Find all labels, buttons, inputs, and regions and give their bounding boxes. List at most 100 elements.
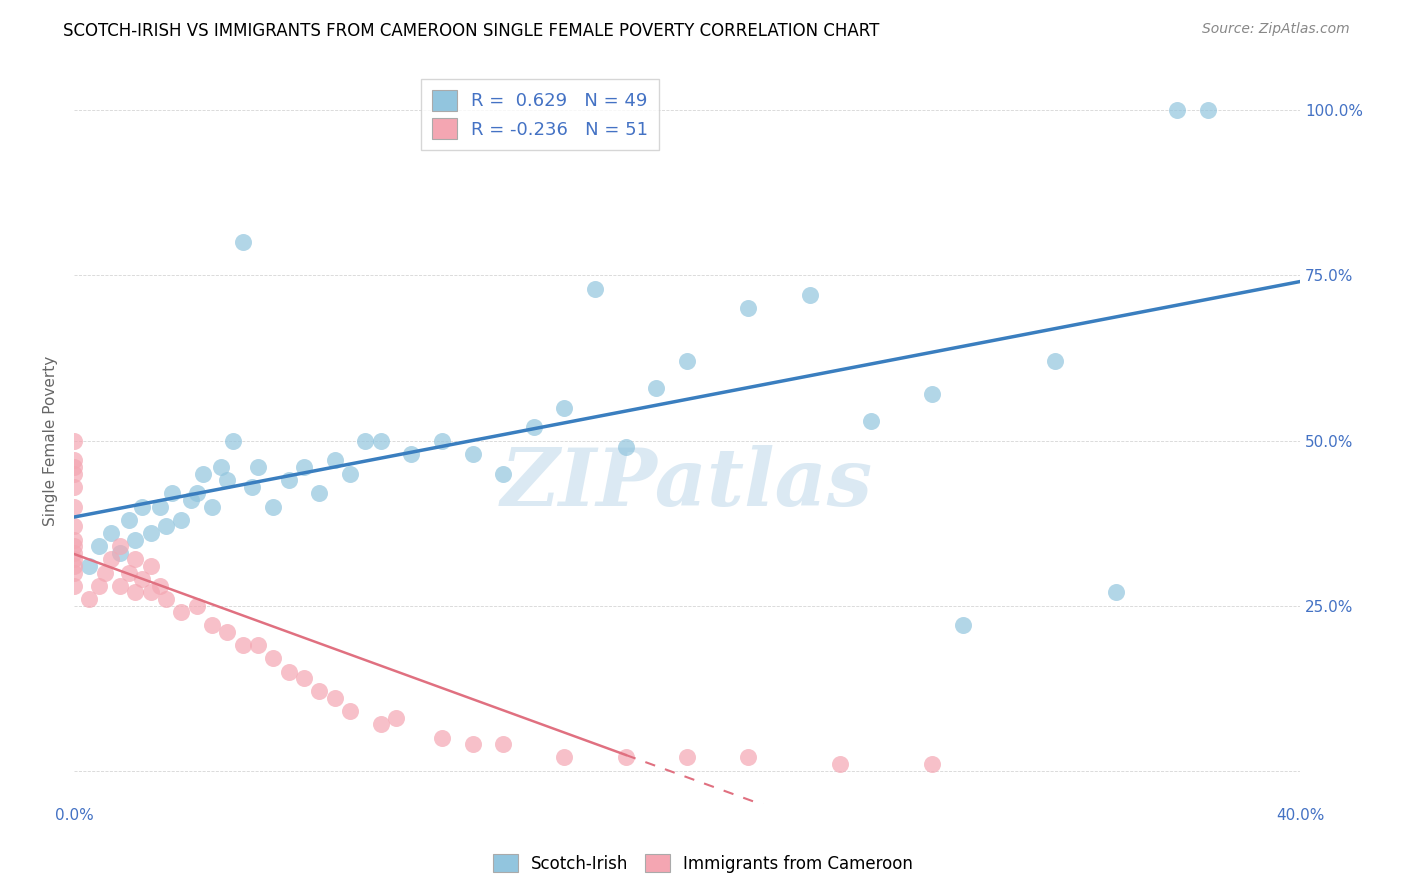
Point [583, 282, 606, 296]
Point [209, 459, 232, 474]
Point [108, 546, 131, 560]
Point [63, 467, 86, 481]
Point [63, 552, 86, 566]
Point [232, 235, 254, 250]
Point [160, 486, 183, 500]
Point [370, 717, 392, 731]
Point [186, 599, 208, 613]
Point [170, 513, 193, 527]
Point [63, 480, 86, 494]
Point [217, 624, 239, 639]
Point [339, 467, 361, 481]
Point [87, 539, 110, 553]
Point [492, 737, 515, 751]
Point [93, 566, 115, 580]
Point [63, 566, 86, 580]
Point [118, 566, 141, 580]
Point [217, 473, 239, 487]
Point [124, 552, 146, 566]
Point [262, 651, 284, 665]
Y-axis label: Single Female Poverty: Single Female Poverty [44, 355, 58, 525]
Legend: R =  0.629   N = 49, R = -0.236   N = 51: R = 0.629 N = 49, R = -0.236 N = 51 [420, 79, 659, 150]
Point [354, 434, 377, 448]
Point [222, 434, 245, 448]
Point [921, 387, 943, 401]
Point [191, 467, 214, 481]
Point [240, 480, 263, 494]
Point [118, 513, 141, 527]
Point [139, 585, 162, 599]
Point [124, 533, 146, 547]
Text: SCOTCH-IRISH VS IMMIGRANTS FROM CAMEROON SINGLE FEMALE POVERTY CORRELATION CHART: SCOTCH-IRISH VS IMMIGRANTS FROM CAMEROON… [63, 22, 880, 40]
Point [676, 354, 699, 368]
Point [614, 440, 637, 454]
Point [292, 459, 315, 474]
Point [79, 591, 101, 606]
Point [553, 401, 575, 415]
Point [323, 691, 346, 706]
Point [492, 467, 515, 481]
Point [737, 301, 759, 316]
Point [149, 500, 172, 514]
Point [63, 533, 86, 547]
Point [308, 684, 330, 698]
Point [308, 486, 330, 500]
Point [63, 558, 86, 573]
Point [830, 757, 852, 772]
Point [131, 572, 153, 586]
Point [461, 737, 484, 751]
Point [170, 605, 193, 619]
Point [201, 500, 224, 514]
Point [131, 500, 153, 514]
Point [645, 381, 668, 395]
Point [186, 486, 208, 500]
Point [201, 618, 224, 632]
Point [523, 420, 546, 434]
Point [63, 519, 86, 533]
Point [149, 579, 172, 593]
Point [139, 558, 162, 573]
Point [1197, 103, 1219, 118]
Point [87, 579, 110, 593]
Point [155, 591, 177, 606]
Point [262, 500, 284, 514]
Point [385, 711, 408, 725]
Point [180, 492, 202, 507]
Point [430, 434, 453, 448]
Point [370, 434, 392, 448]
Point [139, 525, 162, 540]
Point [63, 579, 86, 593]
Point [63, 434, 86, 448]
Point [430, 731, 453, 745]
Point [1043, 354, 1066, 368]
Point [246, 459, 269, 474]
Point [1166, 103, 1188, 118]
Point [232, 638, 254, 652]
Point [108, 539, 131, 553]
Legend: Scotch-Irish, Immigrants from Cameroon: Scotch-Irish, Immigrants from Cameroon [486, 847, 920, 880]
Point [63, 453, 86, 467]
Point [921, 757, 943, 772]
Text: Source: ZipAtlas.com: Source: ZipAtlas.com [1202, 22, 1350, 37]
Point [63, 500, 86, 514]
Point [553, 750, 575, 764]
Point [277, 665, 299, 679]
Point [63, 459, 86, 474]
Point [79, 558, 101, 573]
Point [859, 414, 882, 428]
Point [1105, 585, 1128, 599]
Point [108, 579, 131, 593]
Point [277, 473, 299, 487]
Point [100, 525, 122, 540]
Point [676, 750, 699, 764]
Point [124, 585, 146, 599]
Point [952, 618, 974, 632]
Point [246, 638, 269, 652]
Point [399, 447, 422, 461]
Point [323, 453, 346, 467]
Point [292, 671, 315, 685]
Point [799, 288, 821, 302]
Text: ZIPatlas: ZIPatlas [501, 445, 873, 523]
Point [63, 539, 86, 553]
Point [63, 546, 86, 560]
